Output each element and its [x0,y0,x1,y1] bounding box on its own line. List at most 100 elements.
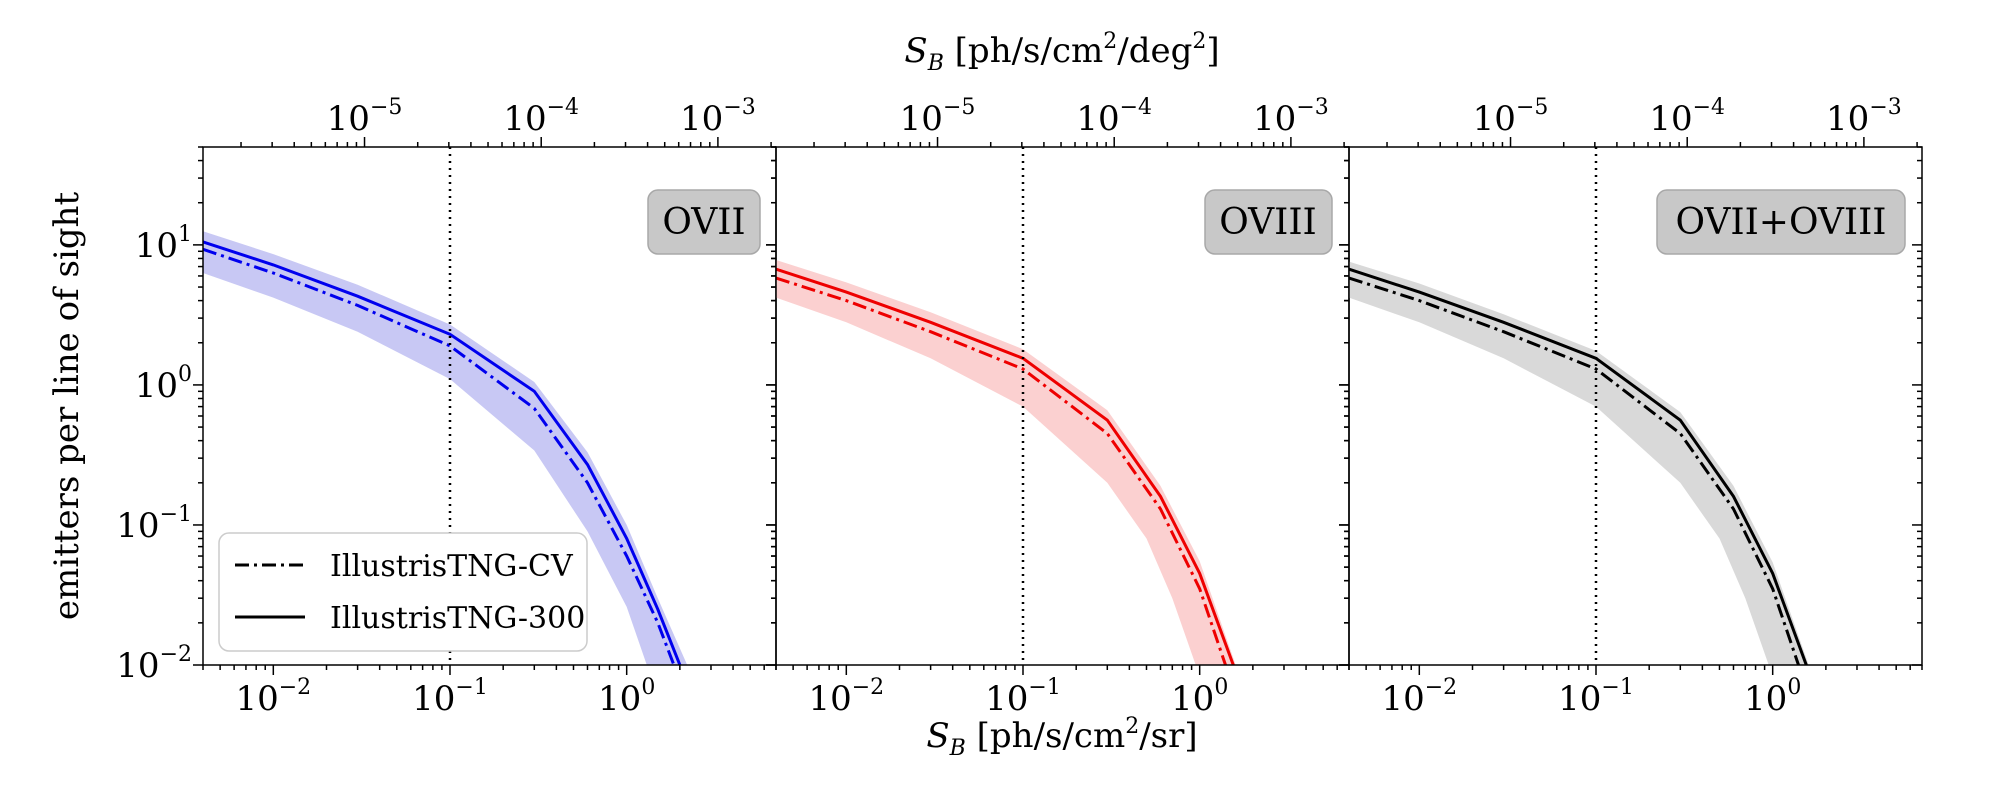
tick-exponent: −1 [160,502,192,527]
tick-base: 10 [135,366,178,406]
top-axis-title-unit-mid: /deg [1117,31,1192,71]
panel-label: OVII [662,202,745,243]
top-tick-label: 10−5 [900,95,976,139]
y-tick-label: 101 [135,222,192,266]
tick-base: 10 [1076,99,1119,139]
tick-exponent: −4 [547,95,579,120]
legend: IllustrisTNG-CV IllustrisTNG-300 [218,532,588,652]
x-axis-title-symbol: S [926,716,949,756]
x-tick-label: 10−2 [1381,675,1457,719]
legend-label: IllustrisTNG-CV [330,549,574,584]
x-axis-title-unit-end: /sr] [1139,716,1197,756]
confidence-band [1349,261,1809,665]
tick-base: 10 [1649,99,1692,139]
band-area [776,260,1236,665]
top-axis-title-symbol: S [904,31,927,71]
tick-base: 10 [235,679,278,719]
tick-base: 10 [1253,99,1296,139]
panel-label-background [1656,189,1906,255]
tick-base: 10 [1558,679,1601,719]
y-tick-label: 100 [135,362,192,406]
tick-exponent: −1 [1601,675,1633,700]
panel-label-box: OVII+OVIII [1656,189,1906,255]
tick-exponent: −4 [1120,95,1152,120]
tick-base: 10 [1826,99,1869,139]
x-tick-label: 10−1 [412,675,488,719]
tick-exponent: 0 [641,675,655,700]
tick-exponent: −2 [852,675,884,700]
top-axis-title: SB [ph/s/cm2/deg2] [904,29,1219,76]
panel-oviii: OVIII [766,137,1350,675]
tick-base: 10 [135,226,178,266]
tick-base: 10 [598,679,641,719]
panel-label-background [647,189,761,255]
legend-label: IllustrisTNG-300 [330,601,585,636]
x-tick-label: 100 [598,675,655,719]
tick-exponent: 0 [1214,675,1228,700]
tick-exponent: −3 [1869,95,1901,120]
x-tick-label: 100 [1171,675,1228,719]
y-axis-title: emitters per line of sight [47,192,87,621]
panel-ovii-oviii: OVII+OVIII [1339,137,1923,675]
series-line-dashdot [776,276,1227,665]
tick-exponent: −2 [1425,675,1457,700]
tick-exponent: −4 [1693,95,1725,120]
series-line-dashdot [203,247,676,665]
tick-exponent: 0 [178,362,192,387]
top-axis-title-subscript: B [927,51,944,76]
x-tick-label: 10−2 [235,675,311,719]
x-axis-title-unit-sup: 2 [1125,714,1139,739]
series-lines [776,267,1235,665]
top-axis-title-unit-sup: 2 [1103,29,1117,54]
series-line-dashdot [1349,276,1800,665]
tick-exponent: −3 [723,95,755,120]
top-axis-title-unit: [ph/s/cm [944,31,1103,71]
legend-box [218,532,588,652]
tick-base: 10 [503,99,546,139]
top-axis-title-unit-sup2: 2 [1192,29,1206,54]
tick-base: 10 [1473,99,1516,139]
x-tick-label: 10−1 [1558,675,1634,719]
tick-base: 10 [985,679,1028,719]
tick-exponent: −3 [1296,95,1328,120]
tick-base: 10 [1171,679,1214,719]
top-tick-label: 10−3 [1826,95,1902,139]
tick-exponent: −5 [370,95,402,120]
top-tick-label: 10−4 [1649,95,1725,139]
tick-exponent: −1 [455,675,487,700]
y-tick-label: 10−2 [116,642,192,686]
series-line-solid [1349,267,1808,665]
panel-label: OVIII [1219,202,1317,243]
tick-base: 10 [900,99,943,139]
series-line-solid [203,240,682,665]
tick-exponent: −5 [1516,95,1548,120]
x-tick-label: 10−2 [808,675,884,719]
panel-label: OVII+OVIII [1675,202,1886,243]
tick-exponent: 0 [1787,675,1801,700]
top-tick-label: 10−5 [1473,95,1549,139]
tick-base: 10 [116,506,159,546]
tick-base: 10 [327,99,370,139]
tick-base: 10 [412,679,455,719]
panel-label-box: OVIII [1204,189,1333,255]
top-tick-label: 10−4 [1076,95,1152,139]
series-lines [203,240,682,665]
panel-label-box: OVII [647,189,761,255]
series-line-solid [776,267,1235,665]
tick-exponent: −2 [160,642,192,667]
tick-marks [1339,137,1923,675]
series-lines [1349,267,1808,665]
top-tick-label: 10−3 [680,95,756,139]
tick-base: 10 [1381,679,1424,719]
confidence-band [203,231,688,665]
top-tick-label: 10−4 [503,95,579,139]
tick-exponent: −2 [279,675,311,700]
x-tick-labels: 10−2 10−1 100 10−2 10−1 100 10−2 10−1 100 [235,675,1801,719]
tick-base: 10 [1744,679,1787,719]
x-axis-title: SB [ph/s/cm2/sr] [926,714,1197,761]
top-axis-title-unit-end: ] [1206,31,1219,71]
panel-ovii: OVII [193,137,777,675]
top-tick-label: 10−3 [1253,95,1329,139]
x-tick-label: 10−1 [985,675,1061,719]
